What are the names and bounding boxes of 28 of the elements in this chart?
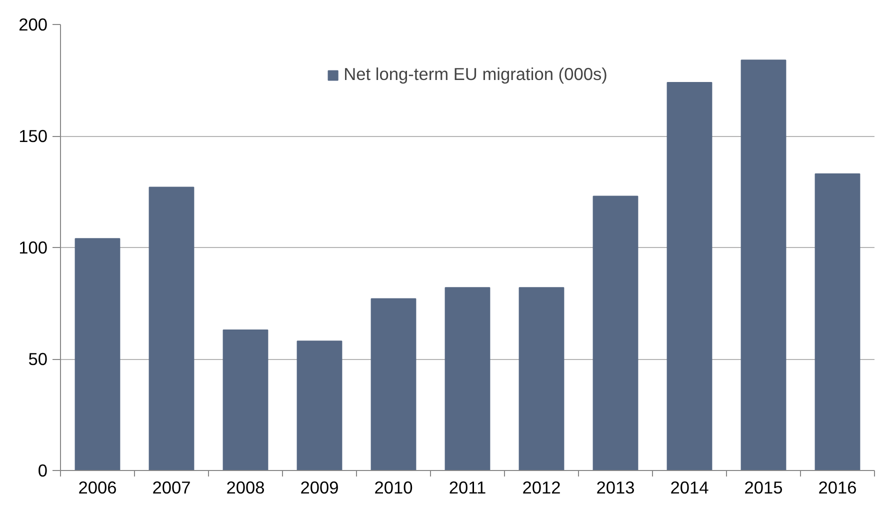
y-tick-label: 200: [18, 14, 48, 34]
x-tick-label: 2013: [596, 478, 635, 498]
bar: [666, 82, 712, 470]
x-tick-label: 2008: [226, 478, 265, 498]
x-tick-label: 2010: [374, 478, 413, 498]
bar: [518, 287, 564, 470]
x-tick-label: 2016: [818, 478, 857, 498]
bar: [296, 340, 342, 470]
x-tick-label: 2012: [522, 478, 561, 498]
bar: [370, 298, 416, 470]
x-tick-label: 2009: [300, 478, 339, 498]
x-tick-label: 2015: [744, 478, 783, 498]
bar: [740, 60, 786, 470]
bar: [592, 196, 638, 470]
y-tick-label: 100: [18, 238, 48, 258]
bar: [444, 287, 490, 470]
y-tick-label: 0: [38, 460, 48, 480]
x-tick-label: 2014: [670, 478, 710, 498]
legend-label: Net long-term EU migration (000s): [344, 64, 608, 85]
bar: [148, 186, 194, 470]
bar: [74, 238, 120, 470]
y-tick-label: 150: [18, 126, 48, 146]
y-tick-label: 50: [28, 349, 48, 369]
x-tick-label: 2007: [152, 478, 191, 498]
x-tick-label: 2011: [448, 478, 486, 498]
bar: [814, 173, 860, 470]
x-tick-label: 2006: [78, 478, 117, 498]
bar: [222, 330, 268, 470]
